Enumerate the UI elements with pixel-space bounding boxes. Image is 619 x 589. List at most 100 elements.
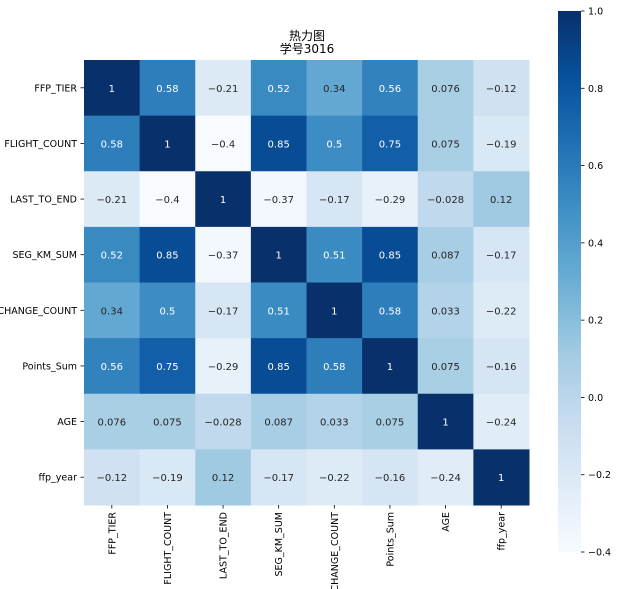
x-tick-label: EXCHANGE_COUNT xyxy=(330,512,341,589)
cell-annotation: 1 xyxy=(164,139,170,150)
colorbar-tick-label: 0.2 xyxy=(588,316,603,327)
cell-annotation: 0.85 xyxy=(156,251,178,262)
colorbar-tick-label: −0.4 xyxy=(588,548,611,559)
heatmap-cell xyxy=(250,393,307,450)
heatmap-cell xyxy=(306,449,363,506)
heatmap-cell xyxy=(473,282,530,339)
cell-annotation: 0.56 xyxy=(379,84,401,95)
y-tick-label: AGE xyxy=(57,417,77,428)
heatmap-cell xyxy=(84,226,141,283)
heatmap-cell xyxy=(84,115,141,172)
y-tick-label: FFP_TIER xyxy=(34,83,77,94)
x-tick-label: Points_Sum xyxy=(385,512,396,567)
heatmap-cell xyxy=(362,60,419,117)
cell-annotation: 0.58 xyxy=(156,84,178,95)
heatmap-cell xyxy=(306,60,363,117)
cell-annotation: −0.22 xyxy=(319,473,350,484)
heatmap-cell xyxy=(250,60,307,117)
cell-annotation: −0.17 xyxy=(263,473,294,484)
heatmap-cell xyxy=(473,393,530,450)
chart-title: 热力图 xyxy=(289,29,325,43)
heatmap-cell xyxy=(250,115,307,172)
cell-annotation: −0.21 xyxy=(96,195,127,206)
cell-annotation: 0.51 xyxy=(323,251,345,262)
heatmap-cell xyxy=(139,282,196,339)
cell-annotation: −0.29 xyxy=(375,195,406,206)
cell-annotation: −0.22 xyxy=(486,306,517,317)
x-axis-ticks: FFP_TIER FLIGHT_COUNT LAST_TO_END SEG_KM_SU… xyxy=(107,505,508,589)
cell-annotation: 0.52 xyxy=(268,84,290,95)
colorbar-tick-label: 0.6 xyxy=(588,161,603,172)
y-axis-ticks: FFP_TIER FLIGHT_COUNT LAST_TO_END SEG_KM_SU… xyxy=(0,83,84,484)
heatmap-cell xyxy=(84,282,141,339)
heatmap-cell xyxy=(306,338,363,395)
cell-annotation: −0.21 xyxy=(208,84,239,95)
cell-annotation: 0.58 xyxy=(101,139,123,150)
heatmap-cell xyxy=(195,449,252,506)
cell-annotation: 0.033 xyxy=(320,418,349,429)
heatmap-cell xyxy=(195,226,252,283)
heatmap-cell xyxy=(250,449,307,506)
cell-annotation: −0.4 xyxy=(155,195,179,206)
cell-annotation: 0.12 xyxy=(212,473,234,484)
heatmap-cell xyxy=(417,282,474,339)
heatmap-cell xyxy=(250,282,307,339)
cell-annotation: 0.34 xyxy=(323,84,345,95)
cell-annotation: 0.85 xyxy=(379,251,401,262)
heatmap-cell xyxy=(417,226,474,283)
heatmap-cell xyxy=(195,171,252,228)
y-tick-label: Points_Sum xyxy=(22,361,77,372)
cell-annotation: 0.85 xyxy=(268,362,290,373)
cell-annotation: 0.12 xyxy=(490,195,512,206)
colorbar-tick-label: 0.0 xyxy=(588,393,603,404)
cell-annotation: −0.16 xyxy=(486,362,517,373)
cell-annotation: 0.5 xyxy=(159,306,175,317)
cell-annotations: 1 0.58 −0.21 0.52 0.34 0.56 0.076 −0.12 0.58 1 −0.… xyxy=(96,84,516,484)
heatmap-cell xyxy=(195,393,252,450)
cell-annotation: 0.087 xyxy=(431,251,460,262)
heatmap-cell xyxy=(84,449,141,506)
cell-annotation: −0.24 xyxy=(430,473,461,484)
cell-annotation: 0.52 xyxy=(101,251,123,262)
cell-annotation: 1 xyxy=(442,418,448,429)
cell-annotation: −0.16 xyxy=(375,473,406,484)
cell-annotation: −0.19 xyxy=(152,473,183,484)
cell-annotation: 0.58 xyxy=(379,306,401,317)
cell-annotation: −0.028 xyxy=(205,418,242,429)
cell-annotation: 0.075 xyxy=(376,418,405,429)
cell-annotation: 0.34 xyxy=(101,306,123,317)
heatmap-cell xyxy=(139,60,196,117)
colorbar-tick-label: 1.0 xyxy=(588,7,603,18)
heatmap-cell xyxy=(362,338,419,395)
cell-annotation: −0.17 xyxy=(319,195,350,206)
cell-annotation: 1 xyxy=(498,473,504,484)
heatmap-cell xyxy=(362,449,419,506)
heatmap-cell xyxy=(473,338,530,395)
heatmap-cell xyxy=(417,393,474,450)
x-tick-label: ffp_year xyxy=(497,512,508,551)
cell-annotation: −0.028 xyxy=(427,195,464,206)
cell-annotation: 0.033 xyxy=(431,306,460,317)
y-tick-label: FLIGHT_COUNT xyxy=(4,139,77,150)
heatmap-cell xyxy=(473,171,530,228)
heatmap-cell xyxy=(139,338,196,395)
heatmap-cell xyxy=(195,338,252,395)
colorbar-tick-label: −0.2 xyxy=(588,470,611,481)
cell-annotation: 0.75 xyxy=(156,362,178,373)
cell-annotation: 0.56 xyxy=(101,362,123,373)
heatmap-cell xyxy=(195,60,252,117)
heatmap-cell xyxy=(417,338,474,395)
cell-annotation: −0.37 xyxy=(263,195,294,206)
heatmap-cell xyxy=(139,226,196,283)
cell-annotation: 1 xyxy=(331,306,337,317)
heatmap-cell xyxy=(195,282,252,339)
cell-annotation: 0.075 xyxy=(431,362,460,373)
cell-annotation: 0.75 xyxy=(379,139,401,150)
heatmap-cell xyxy=(417,60,474,117)
colorbar-tick-label: 0.8 xyxy=(588,84,603,95)
x-tick-label: FFP_TIER xyxy=(107,512,118,555)
cell-annotation: −0.19 xyxy=(486,139,517,150)
heatmap-cell xyxy=(473,115,530,172)
cell-annotation: 0.076 xyxy=(431,84,460,95)
